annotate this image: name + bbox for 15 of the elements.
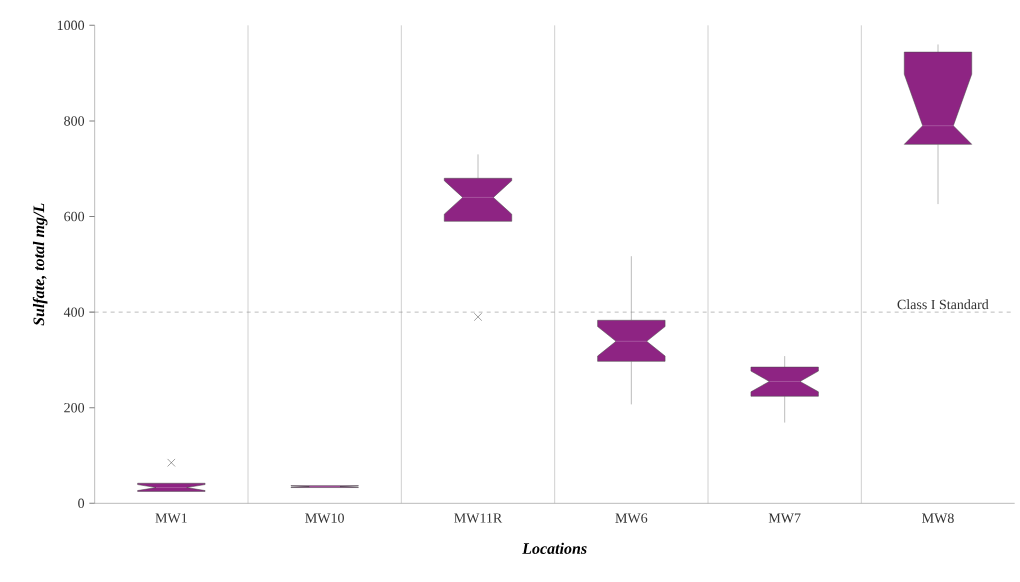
y-tick-label: 600 (64, 211, 85, 222)
x-tick-label: MW8 (922, 513, 954, 523)
x-tick-label: MW6 (615, 513, 648, 523)
y-axis-title: Sulfate, total mg/L (32, 203, 48, 326)
x-tick-label: MW11R (454, 513, 503, 523)
x-tick-label: MW7 (768, 513, 801, 523)
ref-line-label: Class I Standard (897, 299, 989, 310)
y-tick-label: 400 (63, 307, 85, 317)
x-axis-title: Locations (522, 542, 587, 554)
x-tick-label: MW1 (155, 513, 187, 523)
y-tick-label: 0 (78, 498, 85, 509)
y-tick-label: 200 (64, 403, 85, 413)
y-tick-label: 800 (64, 116, 85, 126)
x-tick-label: MW10 (305, 513, 344, 523)
y-tick-label: 1000 (57, 20, 85, 31)
